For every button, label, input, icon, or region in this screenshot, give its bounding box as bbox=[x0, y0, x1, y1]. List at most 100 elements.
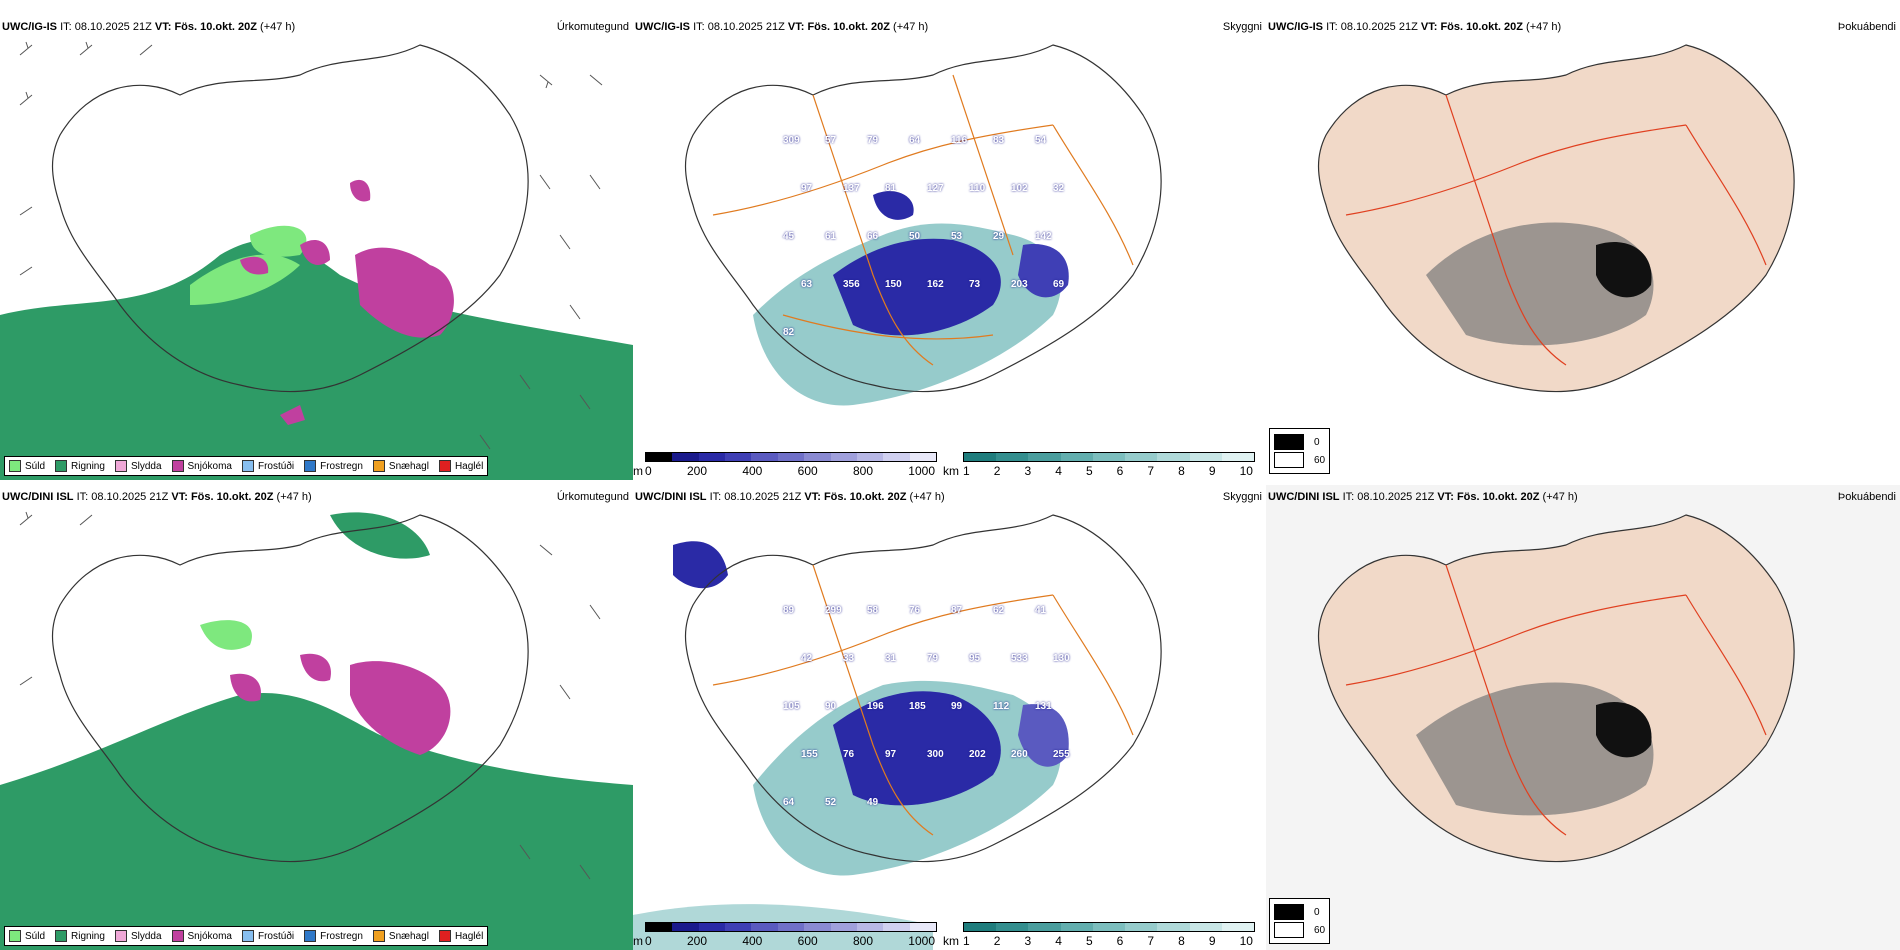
colorbar-tick: 1000 bbox=[908, 464, 935, 478]
fog-legend: 0 60 bbox=[1269, 428, 1331, 474]
visibility-ticks: 1 2 3 4 5 6 7 8 9 10 bbox=[963, 934, 1253, 948]
model-name: UWC/DINI ISL bbox=[1268, 491, 1340, 503]
colorbar-step bbox=[856, 923, 884, 931]
colorbar-step bbox=[1028, 453, 1061, 461]
colorbar-step bbox=[646, 923, 673, 931]
cloudbase-ticks: 0 200 400 600 800 1000 bbox=[645, 464, 935, 478]
legend-item: Snæhagl bbox=[372, 930, 429, 942]
panel-title: Skyggni bbox=[1222, 21, 1262, 33]
precip-map-bottom bbox=[0, 485, 633, 950]
model-name: UWC/IG-IS bbox=[1268, 21, 1323, 33]
cloud-base-value: 127 bbox=[927, 183, 944, 194]
panel-title: Úrkomutegund bbox=[556, 21, 629, 33]
cloud-base-value: 83 bbox=[993, 135, 1005, 146]
colorbar-step bbox=[996, 923, 1029, 931]
vt-value: Fös. 10.okt. 20Z bbox=[174, 21, 257, 33]
precip-legend: Súld Rigning Slydda Snjókoma Frostúði Frostre… bbox=[4, 926, 489, 946]
cloud-map-top bbox=[633, 15, 1266, 480]
legend-item: Snjókoma bbox=[171, 460, 232, 472]
cloud-panel-bottom: UWC/DINI ISL IT: 08.10.2025 21Z VT: Fös.… bbox=[633, 485, 1266, 950]
fog-legend-row: 60 bbox=[1274, 922, 1325, 938]
cloud-base-value: 202 bbox=[969, 749, 986, 760]
fog-legend-label: 0 bbox=[1314, 906, 1320, 918]
cloud-base-value: 82 bbox=[783, 327, 795, 338]
cloud-base-value: 79 bbox=[867, 135, 879, 146]
panel-header: UWC/IG-IS IT: 08.10.2025 21Z VT: Fös. 10… bbox=[635, 21, 928, 33]
colorbar-step bbox=[646, 453, 673, 461]
cloud-base-value: 41 bbox=[1035, 605, 1047, 616]
colorbar-step bbox=[725, 923, 752, 931]
colorbar-step bbox=[964, 453, 997, 461]
colorbar-step bbox=[804, 923, 831, 931]
legend-item: Frostúði bbox=[241, 460, 294, 472]
colorbar-tick: 5 bbox=[1085, 464, 1093, 478]
cloud-base-value: 54 bbox=[1035, 135, 1047, 146]
legend-swatch bbox=[372, 930, 385, 942]
colorbar-tick: 1 bbox=[963, 464, 970, 478]
visibility-bar bbox=[963, 452, 1255, 462]
panel-header: UWC/DINI ISL IT: 08.10.2025 21Z VT: Fös.… bbox=[1268, 491, 1578, 503]
legend-label: Súld bbox=[25, 460, 46, 472]
fog-legend-swatch bbox=[1274, 922, 1304, 938]
colorbar-step bbox=[804, 453, 831, 461]
cloudbase-unit: m bbox=[633, 464, 643, 478]
legend-swatch bbox=[372, 460, 385, 472]
fog-legend-label: 0 bbox=[1314, 436, 1320, 448]
it-label: IT: bbox=[1342, 491, 1355, 503]
fog-legend-swatch bbox=[1274, 904, 1304, 920]
fog-legend-swatch bbox=[1274, 452, 1304, 468]
cloud-base-value: 45 bbox=[783, 231, 795, 242]
cloud-base-value: 185 bbox=[909, 701, 926, 712]
cloud-base-value: 89 bbox=[783, 605, 795, 616]
panel-title: Úrkomutegund bbox=[556, 491, 629, 503]
panel-header: UWC/IG-IS IT: 08.10.2025 21Z VT: Fös. 10… bbox=[2, 21, 295, 33]
legend-label: Slydda bbox=[130, 460, 162, 472]
it-label: IT: bbox=[76, 491, 89, 503]
visibility-colorbar: km 1 2 3 4 5 6 7 8 9 10 bbox=[943, 922, 1261, 948]
colorbar-tick: 9 bbox=[1208, 934, 1216, 948]
colorbar-step bbox=[751, 453, 778, 461]
colorbar-tick: 9 bbox=[1208, 464, 1216, 478]
cloud-base-value: 142 bbox=[1035, 231, 1052, 242]
panel-title: Þokuábendi bbox=[1837, 491, 1896, 503]
colorbar-tick: 0 bbox=[645, 934, 652, 948]
it-value: 08.10.2025 21Z bbox=[91, 491, 169, 503]
cloud-base-value: 64 bbox=[783, 797, 795, 808]
precip-type-panel-bottom: UWC/DINI ISL IT: 08.10.2025 21Z VT: Fös.… bbox=[0, 485, 633, 950]
vt-label: VT: bbox=[804, 491, 821, 503]
colorbar-tick: 4 bbox=[1055, 934, 1062, 948]
cloud-base-value: 76 bbox=[909, 605, 921, 616]
vt-label: VT: bbox=[1420, 21, 1438, 33]
colorbar-tick: 600 bbox=[797, 934, 818, 948]
cloud-base-value: 81 bbox=[885, 183, 897, 194]
legend-item: Slydda bbox=[114, 930, 162, 942]
cloud-base-value: 130 bbox=[1053, 653, 1070, 664]
cloud-base-value: 95 bbox=[969, 653, 981, 664]
cloud-base-value: 299 bbox=[825, 605, 842, 616]
vt-value: Fös. 10.okt. 20Z bbox=[1456, 491, 1540, 503]
cloud-base-value: 52 bbox=[825, 797, 837, 808]
cloudbase-unit: m bbox=[633, 934, 643, 948]
colorbar-step bbox=[1060, 453, 1093, 461]
legend-label: Slydda bbox=[130, 930, 162, 942]
colorbar-step bbox=[1028, 923, 1061, 931]
vt-value: Fös. 10.okt. 20Z bbox=[807, 21, 890, 33]
colorbar-step bbox=[883, 923, 910, 931]
cloud-base-value: 300 bbox=[927, 749, 944, 760]
legend-item: Súld bbox=[9, 460, 45, 472]
vt-value: Fös. 10.okt. 20Z bbox=[823, 491, 907, 503]
colorbar-tick: 3 bbox=[1024, 934, 1032, 948]
cloud-base-value: 309 bbox=[783, 135, 800, 146]
colorbar-step bbox=[1157, 453, 1190, 461]
lead-time: (+47 h) bbox=[1542, 491, 1578, 503]
cloud-base-value: 155 bbox=[801, 749, 818, 760]
colorbar-tick: 400 bbox=[742, 934, 763, 948]
colorbar-step bbox=[830, 453, 857, 461]
colorbar-tick: 10 bbox=[1239, 464, 1253, 478]
cloud-base-value: 31 bbox=[885, 653, 897, 664]
it-label: IT: bbox=[1326, 21, 1338, 33]
cloud-value-labels: 309 57 79 64 116 83 54 97 137 81 127 110 102 32 45 61 66… bbox=[633, 15, 1266, 480]
fog-map-top bbox=[1266, 15, 1900, 480]
it-value: 08.10.2025 21Z bbox=[1340, 21, 1418, 33]
colorbar-step bbox=[1189, 923, 1222, 931]
